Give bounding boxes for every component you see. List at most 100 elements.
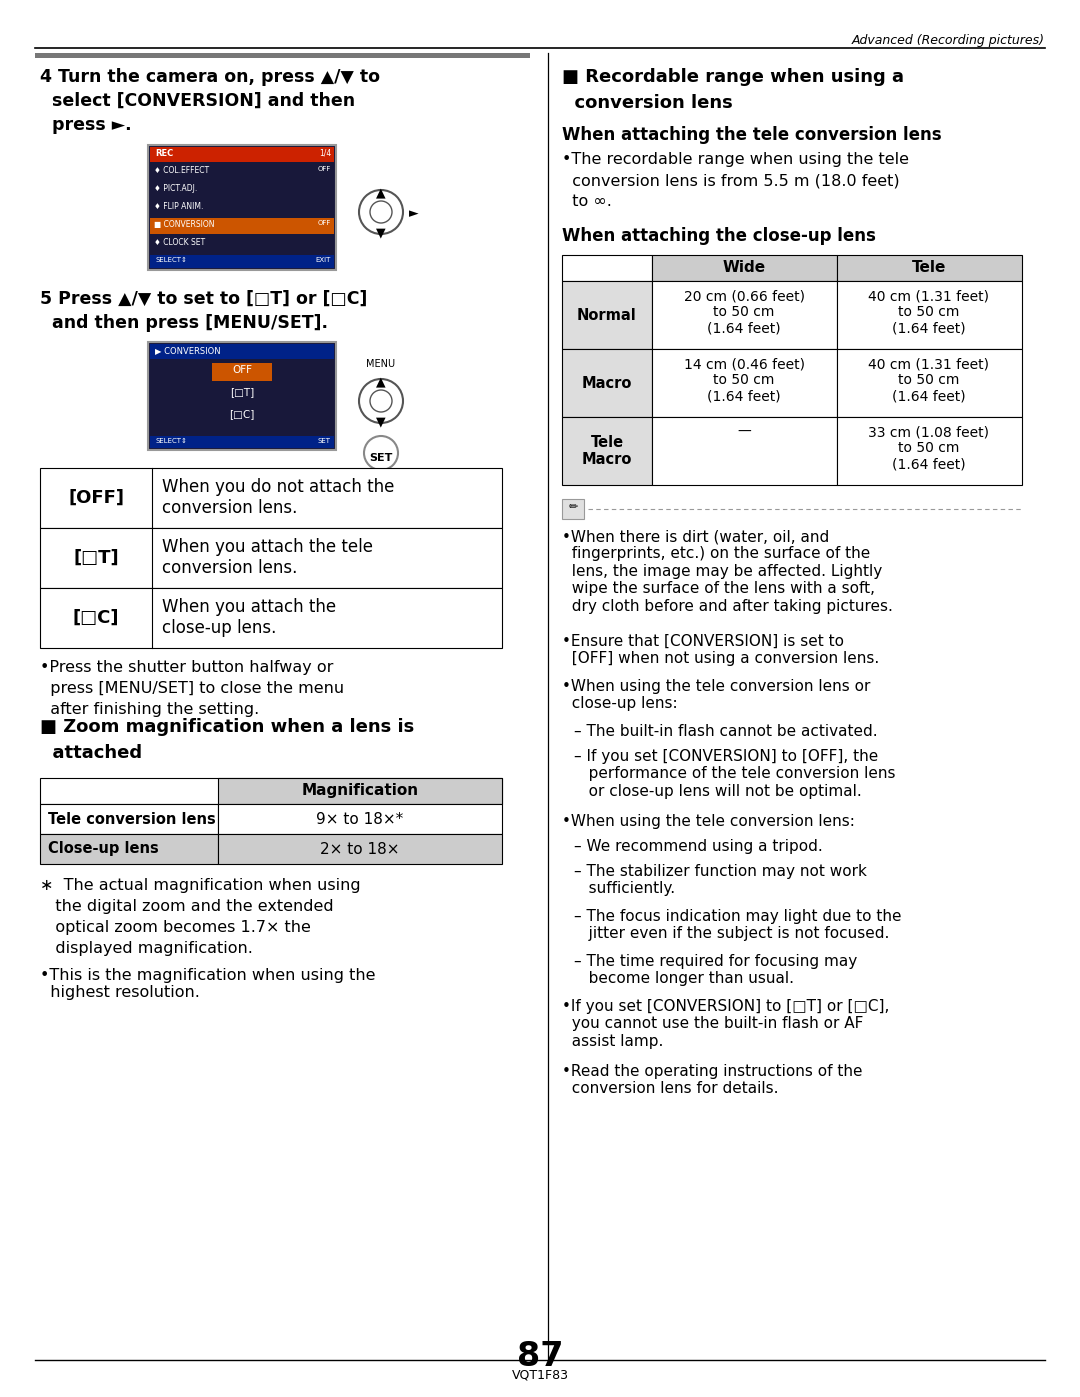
Text: 2× to 18×: 2× to 18× [321, 841, 400, 856]
Bar [150, 182, 334, 198]
Text: ▼: ▼ [376, 415, 386, 427]
Bar [150, 200, 334, 217]
Bar [212, 386, 272, 402]
Text: ♦ CLOCK SET: ♦ CLOCK SET [154, 237, 205, 247]
Text: ▲: ▲ [376, 186, 386, 198]
Text: ♦ FLIP ANIM.: ♦ FLIP ANIM. [154, 203, 203, 211]
Text: •When using the tele conversion lens or
  close-up lens:: •When using the tele conversion lens or … [562, 679, 870, 711]
Text: Tele conversion lens: Tele conversion lens [48, 812, 216, 827]
Bar [150, 218, 334, 235]
Text: When attaching the tele conversion lens: When attaching the tele conversion lens [562, 126, 942, 144]
Text: ♦ PICT.ADJ.: ♦ PICT.ADJ. [154, 184, 198, 193]
Bar [212, 363, 272, 381]
Text: optical zoom becomes 1.7× the: optical zoom becomes 1.7× the [40, 921, 311, 935]
Text: – We recommend using a tripod.: – We recommend using a tripod. [573, 840, 823, 854]
Text: conversion lens: conversion lens [562, 94, 732, 112]
Text: – The built-in flash cannot be activated.: – The built-in flash cannot be activated… [573, 724, 878, 739]
Text: press ►.: press ►. [40, 116, 132, 134]
Text: SET: SET [318, 439, 330, 444]
Bar [652, 416, 837, 485]
Bar [150, 256, 334, 268]
Text: When attaching the close-up lens: When attaching the close-up lens [562, 226, 876, 244]
Text: •Read the operating instructions of the
  conversion lens for details.: •Read the operating instructions of the … [562, 1065, 863, 1097]
Text: – If you set [CONVERSION] to [OFF], the
   performance of the tele conversion le: – If you set [CONVERSION] to [OFF], the … [573, 749, 895, 799]
Bar [35, 53, 530, 59]
Text: Close-up lens: Close-up lens [48, 841, 159, 856]
Text: MENU: MENU [366, 359, 395, 369]
Text: [OFF]: [OFF] [68, 489, 124, 507]
Text: Magnification: Magnification [301, 782, 419, 798]
Text: 1/4: 1/4 [319, 149, 330, 158]
Bar [837, 349, 1022, 416]
Text: [□T]: [□T] [230, 387, 254, 397]
Text: OFF: OFF [318, 166, 330, 172]
Text: When you do not attach the
conversion lens.: When you do not attach the conversion le… [162, 478, 394, 517]
Text: —: — [738, 425, 751, 439]
Text: displayed magnification.: displayed magnification. [40, 942, 253, 956]
Text: ■ Recordable range when using a: ■ Recordable range when using a [562, 68, 904, 87]
Bar [562, 256, 652, 281]
Text: 14 cm (0.46 feet)
to 50 cm
(1.64 feet): 14 cm (0.46 feet) to 50 cm (1.64 feet) [684, 358, 805, 404]
Bar [562, 349, 652, 416]
Text: ▼: ▼ [376, 226, 386, 239]
Text: Wide: Wide [723, 260, 766, 275]
Bar [150, 236, 334, 251]
Bar [837, 416, 1022, 485]
Text: •Press the shutter button halfway or: •Press the shutter button halfway or [40, 659, 334, 675]
Text: Normal: Normal [577, 307, 637, 323]
Text: – The time required for focusing may
   become longer than usual.: – The time required for focusing may bec… [573, 954, 858, 986]
Text: to ∞.: to ∞. [562, 194, 612, 210]
Text: •Ensure that [CONVERSION] is set to
  [OFF] when not using a conversion lens.: •Ensure that [CONVERSION] is set to [OFF… [562, 634, 879, 666]
Text: •When there is dirt (water, oil, and
  fingerprints, etc.) on the surface of the: •When there is dirt (water, oil, and fin… [562, 529, 893, 613]
Text: – The stabilizer function may not work
   sufficiently.: – The stabilizer function may not work s… [573, 863, 867, 897]
Text: 87: 87 [516, 1340, 564, 1373]
Text: 5 Press ▲/▼ to set to [□T] or [□C]: 5 Press ▲/▼ to set to [□T] or [□C] [40, 291, 367, 307]
Text: 33 cm (1.08 feet)
to 50 cm
(1.64 feet): 33 cm (1.08 feet) to 50 cm (1.64 feet) [868, 425, 989, 471]
Bar [212, 407, 272, 425]
Text: ▲: ▲ [376, 374, 386, 388]
Text: EXIT: EXIT [315, 257, 330, 263]
Text: SET: SET [369, 453, 393, 462]
Text: 40 cm (1.31 feet)
to 50 cm
(1.64 feet): 40 cm (1.31 feet) to 50 cm (1.64 feet) [868, 358, 989, 404]
Text: VQT1F83: VQT1F83 [512, 1368, 568, 1382]
Bar [40, 834, 218, 863]
Bar [40, 778, 502, 805]
Text: 4 Turn the camera on, press ▲/▼ to: 4 Turn the camera on, press ▲/▼ to [40, 68, 380, 87]
Bar [837, 256, 1022, 281]
Text: SELECT⇕: SELECT⇕ [156, 257, 187, 263]
Text: the digital zoom and the extended: the digital zoom and the extended [40, 900, 334, 914]
Text: after finishing the setting.: after finishing the setting. [40, 703, 259, 717]
Text: – The focus indication may light due to the
   jitter even if the subject is not: – The focus indication may light due to … [573, 909, 902, 942]
Bar [40, 805, 218, 834]
Bar [562, 499, 584, 520]
Bar [148, 342, 336, 450]
Bar [150, 147, 334, 162]
Bar [652, 349, 837, 416]
Text: ■ Zoom magnification when a lens is: ■ Zoom magnification when a lens is [40, 718, 415, 736]
Text: OFF: OFF [232, 365, 252, 374]
Text: ■ CONVERSION: ■ CONVERSION [154, 219, 215, 229]
Text: select [CONVERSION] and then: select [CONVERSION] and then [40, 92, 355, 110]
Text: ►: ► [409, 208, 419, 221]
Text: conversion lens is from 5.5 m (18.0 feet): conversion lens is from 5.5 m (18.0 feet… [562, 173, 900, 189]
Text: Tele: Tele [912, 260, 946, 275]
Text: •If you set [CONVERSION] to [□T] or [□C],
  you cannot use the built-in flash or: •If you set [CONVERSION] to [□T] or [□C]… [562, 999, 889, 1049]
Bar [218, 778, 502, 805]
Bar [40, 468, 502, 528]
Text: ∗  The actual magnification when using: ∗ The actual magnification when using [40, 877, 361, 893]
Text: 20 cm (0.66 feet)
to 50 cm
(1.64 feet): 20 cm (0.66 feet) to 50 cm (1.64 feet) [684, 289, 805, 335]
Text: REC: REC [156, 149, 173, 158]
Bar [40, 588, 502, 648]
Bar [562, 416, 652, 485]
Text: ▶ CONVERSION: ▶ CONVERSION [156, 346, 220, 355]
Bar [150, 436, 334, 448]
Text: When you attach the
close-up lens.: When you attach the close-up lens. [162, 598, 336, 637]
Bar [218, 834, 502, 863]
Bar [218, 805, 502, 834]
Bar [148, 145, 336, 270]
Text: [□C]: [□C] [72, 609, 119, 627]
Text: [□T]: [□T] [73, 549, 119, 567]
Text: [□C]: [□C] [229, 409, 255, 419]
Bar [652, 281, 837, 349]
Text: •This is the magnification when using the
  highest resolution.: •This is the magnification when using th… [40, 968, 376, 1000]
